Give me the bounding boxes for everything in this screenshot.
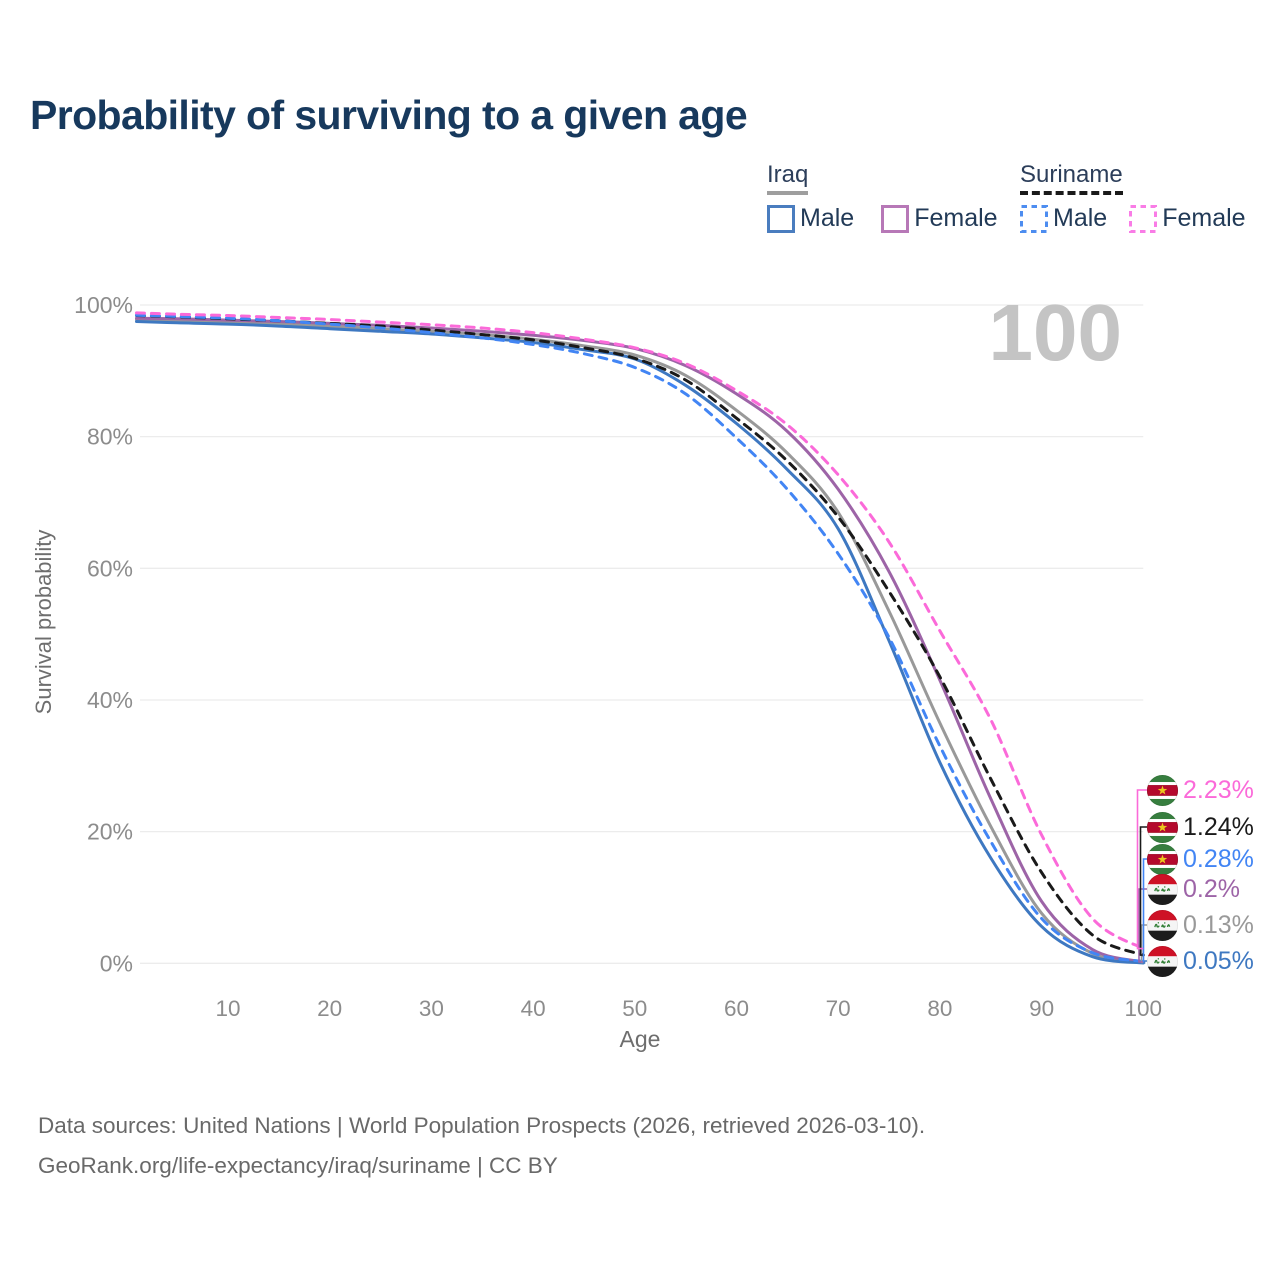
x-tick-60: 60 [724, 996, 749, 1021]
legend-country-iraq: Iraq [767, 161, 809, 196]
x-tick-30: 30 [419, 996, 444, 1021]
suriname-flag-icon [1147, 843, 1178, 875]
legend-group-iraq: Iraq Male Female [767, 161, 998, 233]
legend-swatch-icon [767, 204, 795, 233]
y-tick-80%: 80% [87, 424, 133, 450]
y-tick-40%: 40% [87, 687, 133, 713]
x-tick-20: 20 [317, 996, 342, 1021]
connector-suriname-male [1142, 858, 1147, 963]
x-tick-40: 40 [521, 996, 546, 1021]
suriname-flag-icon [1147, 811, 1178, 843]
curve-iraq-female[interactable] [135, 316, 1145, 964]
legend-swatch-icon [1129, 204, 1158, 233]
age-indicator-watermark: 100 [988, 288, 1122, 377]
legend-item-suriname-male[interactable]: Male [1020, 204, 1107, 233]
legend-item-label: Female [1162, 204, 1246, 233]
legend-item-iraq-female[interactable]: Female [881, 204, 998, 233]
footer: Data sources: United Nations | World Pop… [38, 1106, 925, 1186]
curve-iraq-total[interactable] [135, 318, 1145, 964]
page-title: Probability of surviving to a given age [30, 92, 748, 138]
y-tick-20%: 20% [87, 819, 133, 845]
x-tick-100: 100 [1125, 996, 1163, 1021]
end-label-suriname-male: 0.28% [1147, 843, 1254, 875]
x-tick-90: 90 [1029, 996, 1054, 1021]
curve-iraq-male[interactable] [135, 320, 1145, 965]
legend-swatch-icon [881, 204, 910, 233]
y-tick-0%: 0% [100, 950, 133, 976]
curve-suriname-female[interactable] [135, 311, 1145, 951]
end-label-value-suriname-male: 0.28% [1183, 844, 1254, 873]
footer-sources: Data sources: United Nations | World Pop… [38, 1113, 926, 1138]
x-axis-title: Age [619, 1026, 661, 1052]
iraq-flag-icon [1147, 909, 1178, 941]
y-tick-100%: 100% [74, 292, 133, 318]
x-tick-80: 80 [927, 996, 952, 1021]
end-label-value-suriname-female: 2.23% [1183, 775, 1254, 804]
end-label-iraq-female: 0.2% [1147, 873, 1240, 905]
iraq-flag-icon [1147, 873, 1178, 905]
end-label-suriname-female: 2.23% [1147, 774, 1254, 806]
legend-swatch-icon [1020, 204, 1048, 233]
end-label-value-iraq-female: 0.2% [1183, 874, 1240, 903]
iraq-flag-icon [1147, 945, 1178, 977]
legend-item-iraq-male[interactable]: Male [767, 204, 854, 233]
legend-country-suriname: Suriname [1020, 161, 1123, 196]
suriname-flag-icon [1147, 774, 1178, 806]
x-tick-10: 10 [215, 996, 240, 1021]
end-label-suriname-total: 1.24% [1147, 811, 1254, 843]
legend-item-label: Male [1053, 204, 1108, 233]
y-axis-title: Survival probability [31, 529, 56, 715]
legend-item-suriname-female[interactable]: Female [1129, 204, 1246, 233]
legend-group-suriname: Suriname Male Female [1020, 161, 1246, 233]
end-label-value-iraq-total: 0.13% [1183, 910, 1254, 939]
connector-iraq-male [1143, 960, 1147, 964]
end-label-value-suriname-total: 1.24% [1183, 812, 1254, 841]
legend-item-label: Female [914, 204, 998, 233]
footer-attribution: GeoRank.org/life-expectancy/iraq/surinam… [38, 1153, 558, 1178]
connector-suriname-total [1139, 826, 1147, 956]
end-label-value-iraq-male: 0.05% [1183, 946, 1254, 975]
y-tick-60%: 60% [87, 555, 133, 581]
x-tick-50: 50 [622, 996, 647, 1021]
end-label-iraq-male: 0.05% [1147, 945, 1254, 977]
connector-suriname-female [1136, 789, 1147, 950]
legend-item-label: Male [800, 204, 855, 233]
curve-suriname-male[interactable] [135, 313, 1145, 963]
end-label-iraq-total: 0.13% [1147, 909, 1254, 941]
x-tick-70: 70 [826, 996, 851, 1021]
